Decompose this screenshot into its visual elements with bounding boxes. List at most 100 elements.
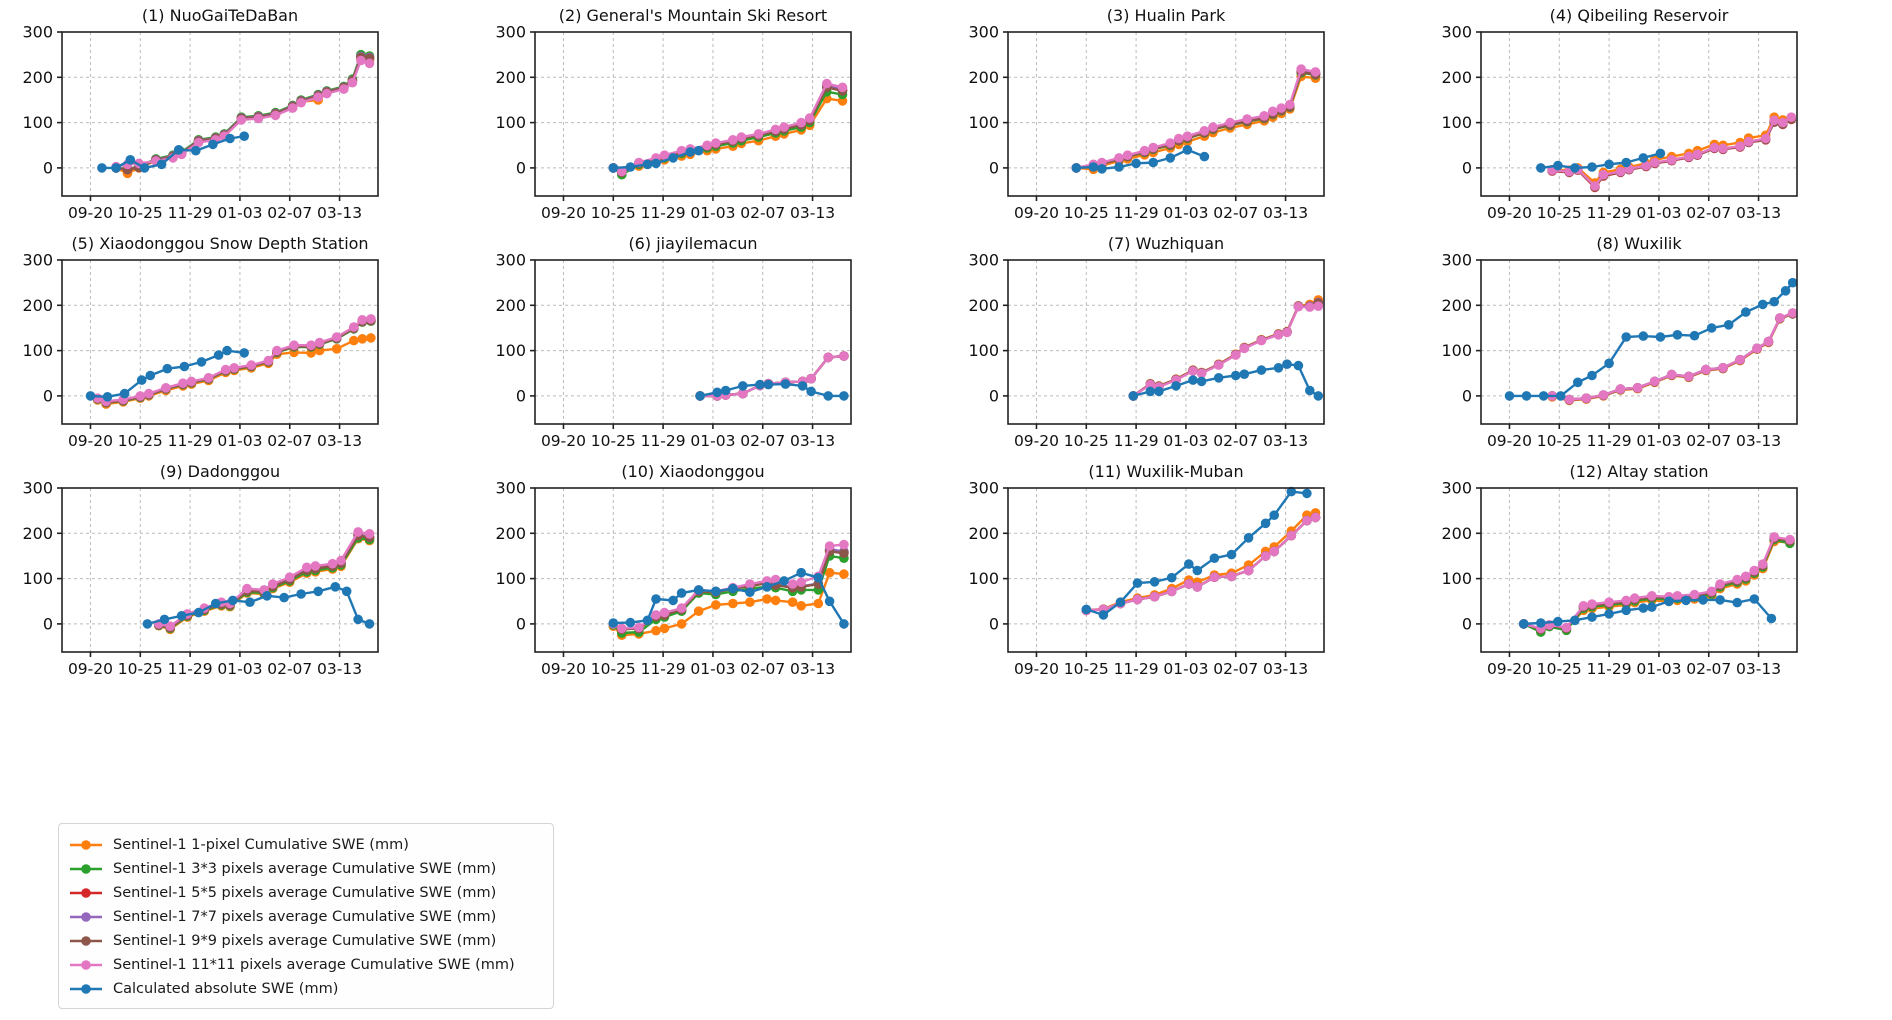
series-abs-marker	[695, 391, 705, 401]
series-s11-marker	[1209, 572, 1220, 582]
x-tick-label: 02-07	[740, 204, 785, 222]
series-abs-marker	[1518, 619, 1529, 629]
y-tick-label: 100	[1441, 113, 1472, 132]
series-abs-marker	[239, 131, 249, 141]
series-abs-marker	[1145, 386, 1156, 397]
x-tick-label: 09-20	[1487, 204, 1532, 222]
series-s1-marker	[787, 597, 798, 607]
series-abs-marker	[1655, 332, 1666, 342]
series-s11-marker	[796, 117, 806, 128]
series-s11-marker	[1242, 114, 1252, 124]
series-s11-marker	[272, 345, 282, 356]
series-abs-marker	[1273, 363, 1284, 373]
series-abs-marker	[1165, 153, 1176, 163]
x-tick-label: 02-07	[267, 660, 312, 678]
series-abs-marker	[1715, 595, 1725, 605]
series-s11-marker	[1718, 143, 1728, 154]
series-s1-marker	[770, 595, 781, 606]
series-s11-marker	[1590, 181, 1600, 191]
x-tick-label: 10-25	[591, 660, 636, 678]
x-tick-label: 10-25	[1064, 660, 1109, 678]
series-s11-marker	[1564, 394, 1575, 405]
series-s11-marker	[1139, 145, 1150, 156]
series-s11-marker	[313, 92, 324, 102]
series-abs-marker	[651, 594, 661, 604]
series-abs-marker	[1604, 609, 1614, 619]
series-abs-marker	[1199, 151, 1210, 162]
x-tick-label: 02-07	[1213, 660, 1258, 678]
series-s11-marker	[1310, 512, 1321, 523]
series-abs-marker	[1758, 299, 1768, 310]
series-s11-marker	[267, 579, 278, 589]
series-abs-marker	[1293, 360, 1304, 371]
series-abs-marker	[1260, 518, 1271, 529]
y-tick-label: 200	[495, 68, 526, 87]
series-s11-marker	[246, 360, 257, 370]
series-s11-marker	[676, 603, 687, 613]
series-s1-marker	[693, 606, 704, 616]
subplot-5: (5) Xiaodonggou Snow Depth Station 0 100 20…	[0, 230, 473, 458]
series-abs-marker	[1638, 331, 1649, 341]
series-s11-marker	[1256, 335, 1267, 346]
series-s11-marker	[1775, 313, 1785, 323]
series-abs-marker	[1587, 162, 1597, 172]
legend-marker-icon	[70, 984, 102, 994]
x-tick-label: 09-20	[68, 660, 113, 678]
series-s11-marker	[728, 135, 738, 145]
series-s11-marker	[837, 82, 848, 93]
series-abs-marker	[1192, 565, 1203, 576]
series-s11-marker	[1286, 530, 1297, 541]
y-tick-label: 100	[1441, 341, 1472, 360]
series-s11-marker	[617, 166, 627, 177]
series-abs-marker	[196, 357, 207, 367]
series-abs-marker	[1587, 612, 1597, 622]
series-s11-marker	[738, 388, 748, 399]
chart-title: (9) Dadonggou	[160, 462, 280, 481]
legend-item: Sentinel-1 5*5 pixels average Cumulative…	[69, 881, 541, 905]
series-abs-marker	[651, 158, 661, 169]
y-tick-label: 0	[1462, 386, 1472, 405]
series-abs-line	[613, 571, 845, 625]
series-abs-marker	[262, 591, 272, 601]
series-s11-marker	[1666, 155, 1677, 165]
series-abs-marker	[85, 391, 96, 401]
series-s11-marker	[1647, 591, 1657, 601]
series-s11-marker	[1225, 117, 1235, 128]
legend-marker-icon	[70, 888, 102, 898]
series-s11-marker	[366, 314, 376, 324]
legend-marker-icon	[70, 864, 102, 874]
series-s5-line	[1086, 516, 1316, 612]
x-tick-label: 01-03	[1636, 204, 1681, 222]
series-s11-marker	[1632, 383, 1643, 393]
series-abs-marker	[245, 597, 255, 607]
series-abs-marker	[1538, 391, 1549, 401]
x-tick-label: 03-13	[1263, 660, 1308, 678]
series-s11-marker	[353, 527, 363, 537]
series-abs-marker	[728, 583, 738, 594]
series-abs-marker	[642, 615, 653, 626]
series-s11-marker	[287, 103, 298, 113]
series-s11-marker	[1689, 589, 1700, 600]
x-tick-label: 01-03	[1636, 660, 1681, 678]
y-tick-label: 200	[968, 68, 999, 87]
series-abs-marker	[279, 592, 289, 603]
series-s11-marker	[1259, 111, 1269, 121]
chart-title: (4) Qibeiling Reservoir	[1550, 6, 1729, 25]
x-tick-label: 10-25	[1537, 432, 1582, 450]
series-abs-marker	[1604, 358, 1614, 369]
series-abs-marker	[1071, 163, 1082, 173]
y-tick-label: 300	[22, 251, 53, 270]
series-s11-marker	[347, 77, 358, 88]
y-tick-label: 200	[495, 296, 526, 315]
series-s1-marker	[366, 333, 376, 343]
series-s11-marker	[824, 541, 835, 551]
series-abs-marker	[779, 576, 789, 586]
series-abs-marker	[1749, 594, 1760, 604]
series-abs-marker	[762, 582, 772, 592]
series-abs-marker	[1154, 386, 1164, 397]
y-tick-label: 0	[43, 614, 53, 633]
series-abs-marker	[1521, 391, 1532, 401]
x-tick-label: 09-20	[1014, 660, 1059, 678]
y-tick-label: 0	[989, 158, 999, 177]
y-tick-label: 200	[1441, 296, 1472, 315]
